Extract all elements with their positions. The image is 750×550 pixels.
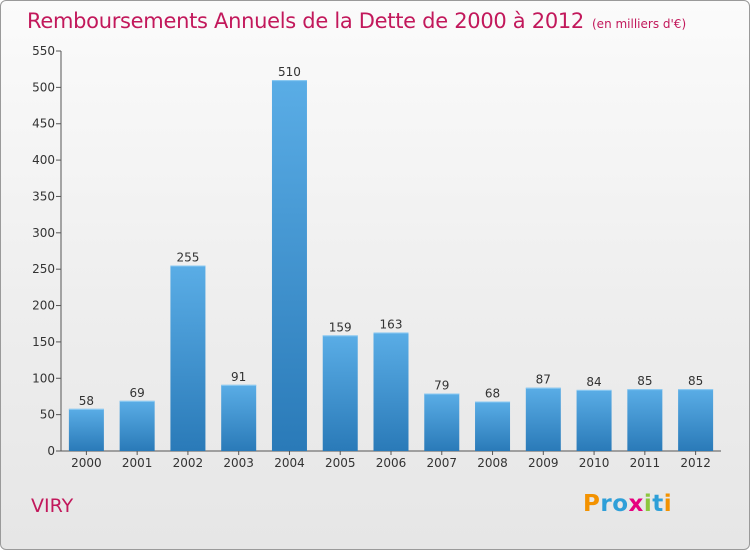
y-tick-label: 150 [32, 335, 55, 349]
chart-title-text: Remboursements Annuels de la Dette de 20… [27, 9, 584, 33]
data-label: 159 [329, 320, 352, 334]
data-label: 87 [536, 373, 551, 387]
data-label: 68 [485, 387, 500, 401]
bar [322, 335, 358, 451]
bar [678, 389, 714, 451]
x-tick-label: 2005 [325, 456, 356, 470]
y-tick-label: 100 [32, 371, 55, 385]
bar [221, 384, 257, 451]
bar [170, 265, 206, 451]
logo-letter: t [652, 491, 664, 517]
x-tick-label: 2007 [426, 456, 457, 470]
logo-letter: r [600, 491, 613, 517]
x-tick-label: 2004 [274, 456, 305, 470]
y-tick-label: 300 [32, 226, 55, 240]
x-tick-label: 2011 [630, 456, 661, 470]
bar [627, 389, 663, 451]
y-tick-label: 400 [32, 153, 55, 167]
data-label: 510 [278, 65, 301, 79]
y-tick-label: 50 [40, 408, 55, 422]
x-tick-label: 2006 [376, 456, 407, 470]
data-label: 79 [434, 379, 449, 393]
commune-name: VIRY [31, 495, 74, 517]
x-tick-label: 2010 [579, 456, 610, 470]
bar [68, 408, 104, 451]
data-label: 91 [231, 370, 246, 384]
y-tick-label: 350 [32, 189, 55, 203]
chart-title: Remboursements Annuels de la Dette de 20… [27, 9, 686, 33]
bar [525, 387, 561, 451]
bar [271, 80, 307, 451]
x-tick-label: 2012 [680, 456, 711, 470]
x-tick-label: 2000 [71, 456, 102, 470]
proxiti-logo: Proxiti [583, 491, 672, 517]
data-label: 85 [637, 374, 652, 388]
y-tick-label: 450 [32, 117, 55, 131]
bar [373, 332, 409, 451]
y-tick-label: 550 [32, 44, 55, 58]
data-label: 163 [380, 317, 403, 331]
data-label: 85 [688, 374, 703, 388]
bar [475, 401, 511, 451]
logo-letter: x [628, 491, 644, 517]
y-tick-label: 250 [32, 262, 55, 276]
logo-letter: o [612, 491, 629, 517]
logo-letter: P [583, 491, 601, 517]
logo-letter: i [643, 491, 653, 517]
data-label: 84 [586, 375, 601, 389]
data-label: 58 [79, 394, 94, 408]
chart-subtitle: (en milliers d'€) [592, 17, 687, 31]
x-tick-label: 2008 [477, 456, 508, 470]
bar [576, 389, 612, 451]
data-label: 69 [130, 386, 145, 400]
x-tick-label: 2001 [122, 456, 153, 470]
data-label: 255 [176, 251, 199, 265]
y-tick-label: 0 [47, 444, 55, 458]
x-tick-label: 2002 [173, 456, 204, 470]
y-tick-label: 500 [32, 80, 55, 94]
logo-letter: i [663, 491, 673, 517]
x-tick-label: 2003 [223, 456, 254, 470]
bar [119, 400, 155, 451]
bar [424, 393, 460, 451]
x-tick-label: 2009 [528, 456, 559, 470]
y-tick-label: 200 [32, 299, 55, 313]
bar-chart: 0 50 100 150 200 250 300 350 400 450 500 550 58 2000 6… [32, 44, 721, 470]
